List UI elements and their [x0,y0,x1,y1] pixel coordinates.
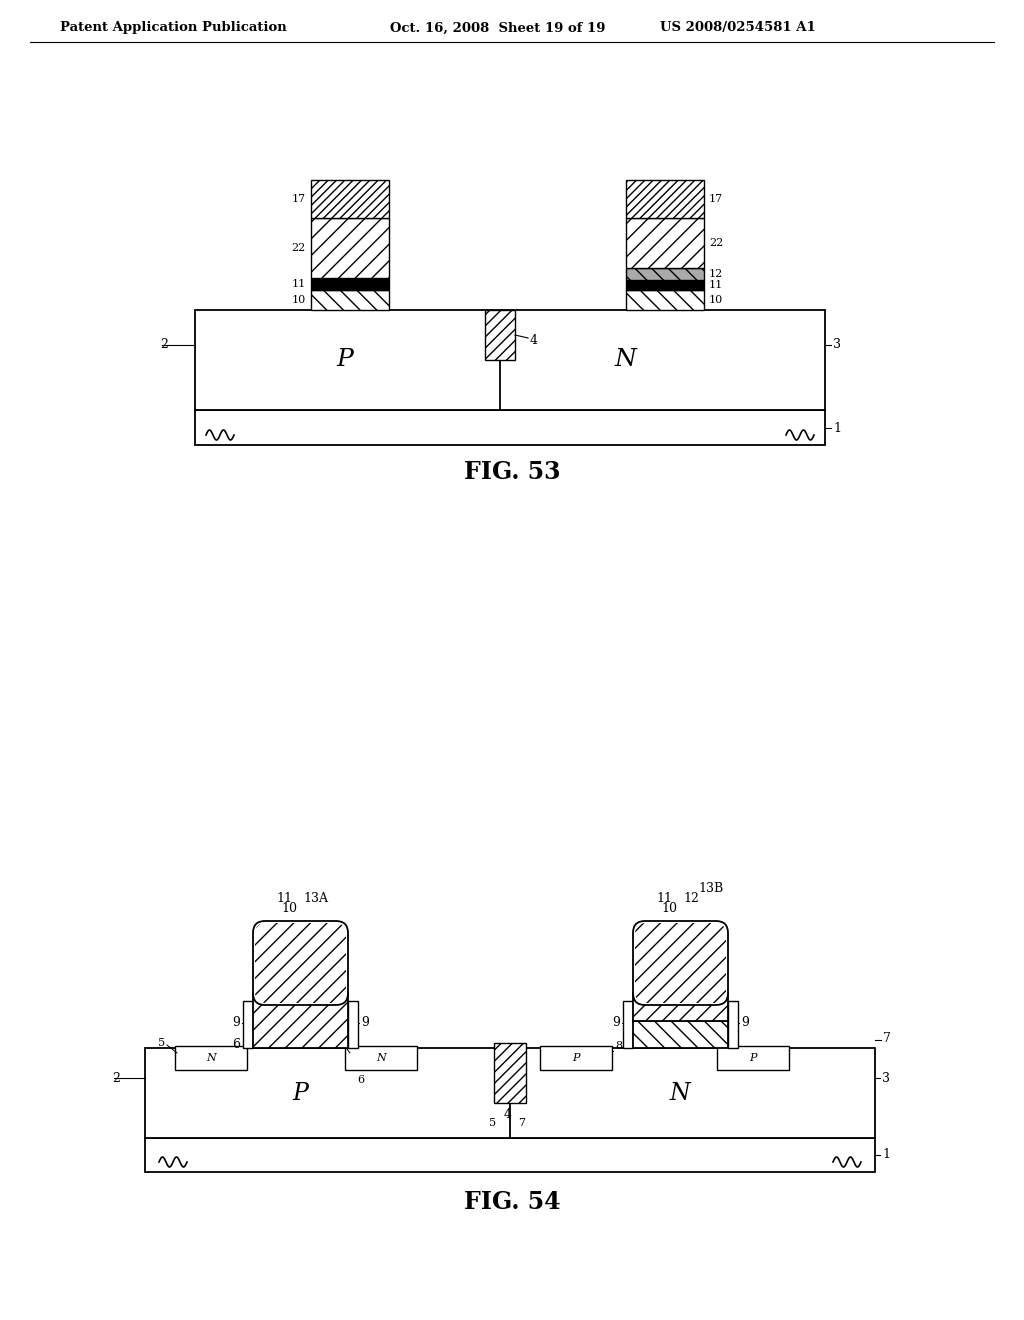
Text: 6: 6 [335,1038,342,1048]
Text: 2: 2 [112,1072,120,1085]
Bar [485,310,515,360]
Bar [348,1001,358,1048]
Text: 12: 12 [709,269,723,279]
FancyBboxPatch shape [633,921,728,1005]
Bar [311,279,389,290]
Bar [145,1048,874,1138]
Text: 17: 17 [292,194,306,205]
Text: 7: 7 [518,1118,525,1129]
Bar [145,1138,874,1172]
Text: 9: 9 [741,1016,749,1030]
Bar [626,218,705,268]
Bar [175,1045,247,1071]
Text: N: N [376,1053,386,1063]
Text: P: P [572,1053,580,1063]
Text: 22: 22 [709,238,723,248]
Text: P: P [750,1053,757,1063]
Text: 12: 12 [683,891,698,904]
Bar [345,1045,417,1071]
Text: FIG. 53: FIG. 53 [464,459,560,484]
Text: P: P [292,1081,308,1105]
Text: 10: 10 [709,294,723,305]
Bar [311,218,389,279]
Text: 13A: 13A [303,891,328,904]
Bar [253,993,348,1048]
Text: 5: 5 [158,1038,165,1048]
Text: 17: 17 [709,194,723,205]
Bar [311,180,389,218]
Text: 5: 5 [488,1118,496,1129]
Bar [633,993,728,1020]
Bar [311,290,389,310]
Text: 3: 3 [882,1072,890,1085]
Text: 13B: 13B [698,882,723,895]
Text: 11: 11 [292,279,306,289]
Text: 9: 9 [361,1016,369,1030]
Text: 4: 4 [504,1109,512,1122]
Text: 7: 7 [883,1031,891,1044]
Text: FIG. 54: FIG. 54 [464,1191,560,1214]
Text: 8: 8 [615,1041,623,1051]
Bar [540,1045,612,1071]
Bar [626,290,705,310]
Bar [195,310,825,411]
Text: Patent Application Publication: Patent Application Publication [60,21,287,34]
Bar [626,180,705,218]
Text: 6: 6 [232,1039,240,1052]
Bar [623,1001,633,1048]
Text: N: N [614,348,636,371]
Bar [243,1001,253,1048]
Text: 9: 9 [612,1016,620,1030]
Text: 2: 2 [160,338,168,351]
Text: 10: 10 [292,294,306,305]
Bar [626,280,705,290]
Bar [195,411,825,445]
Text: 1: 1 [882,1148,890,1162]
Text: 11: 11 [709,280,723,290]
Text: 10: 10 [662,902,677,915]
FancyBboxPatch shape [635,923,726,1003]
Text: 9: 9 [232,1016,240,1030]
Text: 10: 10 [281,902,297,915]
Bar [494,1043,526,1104]
Bar [633,1020,728,1048]
Text: P: P [337,348,353,371]
Text: 1: 1 [833,421,841,434]
Text: 3: 3 [833,338,841,351]
Text: 11: 11 [656,891,672,904]
Text: 11: 11 [276,891,292,904]
Bar [728,1001,738,1048]
Text: N: N [206,1053,216,1063]
Text: N: N [670,1081,690,1105]
FancyBboxPatch shape [253,921,348,1005]
Bar [626,268,705,280]
Bar [717,1045,790,1071]
Text: Oct. 16, 2008  Sheet 19 of 19: Oct. 16, 2008 Sheet 19 of 19 [390,21,605,34]
Text: 6: 6 [357,1074,365,1085]
FancyBboxPatch shape [255,923,346,1003]
Text: 22: 22 [292,243,306,253]
Text: 4: 4 [530,334,538,346]
Text: US 2008/0254581 A1: US 2008/0254581 A1 [660,21,816,34]
